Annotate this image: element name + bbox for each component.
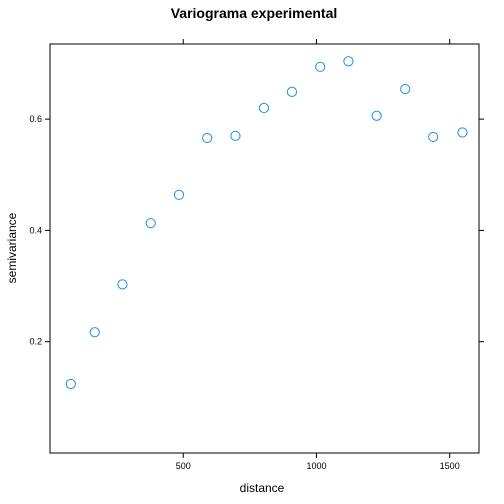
data-point xyxy=(258,102,270,114)
data-point xyxy=(428,131,439,143)
data-points xyxy=(65,56,468,390)
x-tick-label: 1500 xyxy=(440,461,460,471)
data-point xyxy=(371,110,382,121)
data-point xyxy=(286,86,298,97)
data-point xyxy=(202,132,213,144)
data-point xyxy=(65,378,76,390)
data-point xyxy=(145,218,156,229)
data-point xyxy=(89,327,100,338)
y-axis-ticks: 0.2 0.4 0.6 xyxy=(29,114,484,347)
data-point xyxy=(343,56,354,67)
y-tick-label: 0.4 xyxy=(29,225,42,235)
data-point xyxy=(457,127,468,138)
chart-title: Variograma experimental xyxy=(171,5,338,21)
x-tick-label: 1000 xyxy=(306,461,326,471)
data-point xyxy=(173,189,185,200)
y-axis-label: semivariance xyxy=(5,212,19,283)
x-tick-label: 500 xyxy=(176,461,191,471)
x-axis-ticks: 500 1000 1500 xyxy=(176,39,460,471)
data-point xyxy=(400,83,411,95)
y-tick-label: 0.2 xyxy=(29,337,42,347)
x-axis-label: distance xyxy=(240,481,285,495)
data-point xyxy=(315,61,326,72)
plot-frame xyxy=(49,43,480,454)
data-point xyxy=(230,130,241,141)
data-point xyxy=(117,279,128,290)
y-tick-label: 0.6 xyxy=(29,114,42,124)
